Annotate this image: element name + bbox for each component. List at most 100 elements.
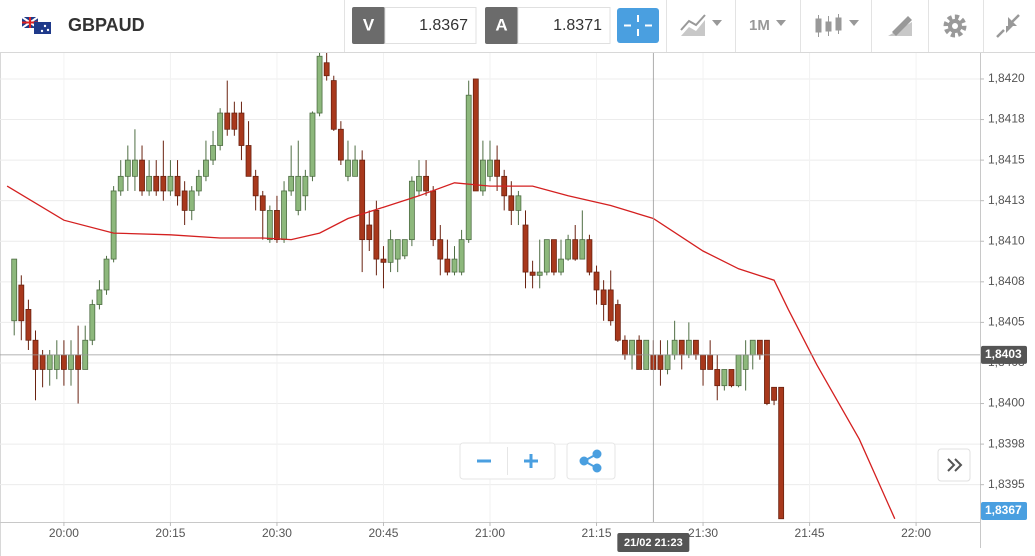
candle-body [53,354,60,370]
candle-body [593,271,600,291]
candle-body [487,159,493,177]
candle-body [685,339,692,356]
candle-body [252,175,259,197]
candle-body [146,175,153,192]
candle-body [494,159,501,177]
candle-body [337,128,344,161]
candle-body [778,386,785,520]
candle-body [245,145,252,177]
y-tick-label: 1,8413 [988,193,1025,207]
candle-body [678,339,685,356]
candle-body [671,339,678,356]
candle-type-button[interactable] [815,14,859,37]
settings-button[interactable] [943,14,967,38]
candle-body [536,271,543,276]
candle-body [387,239,394,263]
x-tick-label: 20:45 [368,526,398,540]
candle-body [18,284,25,322]
candle-body [735,354,742,387]
share-button[interactable] [579,449,602,473]
candle-body [174,175,181,197]
candle-body [558,258,564,273]
crosshair-icon [624,15,652,36]
last-price-box [981,502,1027,520]
candle-body [75,354,82,370]
flag-icon [21,16,51,34]
x-tick-label: 20:30 [262,526,292,540]
minimize-button[interactable] [996,14,1020,38]
candle-body [764,339,770,404]
y-tick-label: 1,8398 [988,436,1025,450]
candle-body [416,175,422,192]
y-tick-label: 1,8395 [988,477,1025,491]
candle-body [330,80,337,130]
ask-box [517,7,611,44]
zoom-controls [459,442,616,480]
candle-body [508,195,515,211]
x-tick-label: 22:00 [901,526,931,540]
candle-body [181,190,188,211]
timeframe[interactable]: 1M [749,17,770,34]
ask-label: A [495,15,507,34]
candle-body [451,258,458,273]
candle-body [401,239,408,257]
candle-body [117,175,124,192]
x-tick-label: 20:00 [49,526,79,540]
candle-body [373,210,380,260]
candle-body [543,239,550,273]
candle-body [124,159,131,177]
candle-body [132,159,138,177]
candle-body [352,159,358,177]
candle-body [345,159,351,177]
candle-body [316,55,323,114]
candle-body [309,112,316,177]
candle-body [224,112,231,130]
candle-body [522,224,529,273]
candle-body [742,354,749,370]
y-tick-label: 1,8420 [988,71,1025,85]
candle-body [302,175,309,197]
candle-body [266,210,273,241]
zoom-in-button[interactable] [524,454,538,468]
bid-price: 1.8367 [419,17,468,34]
draw-tool-button[interactable] [888,16,912,36]
y-tick-label: 1,8410 [988,233,1025,247]
candle-body [11,258,18,322]
candle-body [629,339,635,356]
candle-body [657,354,664,370]
candle-body [238,112,245,146]
candle-body [210,145,216,161]
candle-body [771,386,777,401]
candle-body [714,369,721,387]
candle-body [96,289,103,305]
crosshair-button[interactable] [617,8,659,43]
crosshair-time-box [617,533,690,552]
candle-body [586,239,593,273]
line-chart-button[interactable] [680,14,722,36]
x-tick-label: 21:15 [582,526,612,540]
candle-body [231,112,238,130]
bid-button[interactable] [352,7,385,44]
candle-body [458,239,465,273]
candle-body [551,239,557,273]
candle-body [274,210,280,241]
symbol: GBPAUD [68,15,145,35]
candle-body [359,159,366,241]
candle-body [103,258,110,291]
y-tick-label: 1,8400 [988,396,1025,410]
candle-body [607,289,614,322]
candle-body [188,190,195,211]
candle-body [700,354,706,370]
candle-body [394,239,401,260]
x-tick-label: 21:00 [475,526,505,540]
ask-button[interactable] [485,7,518,44]
scroll-right-button[interactable] [937,448,971,482]
crosshair-time-label: 21/02 21:23 [624,537,683,549]
candle-body [68,354,74,370]
bid-label: V [363,15,375,34]
candle-body [721,369,728,387]
candle-body [437,239,444,260]
candle-body [380,258,387,263]
